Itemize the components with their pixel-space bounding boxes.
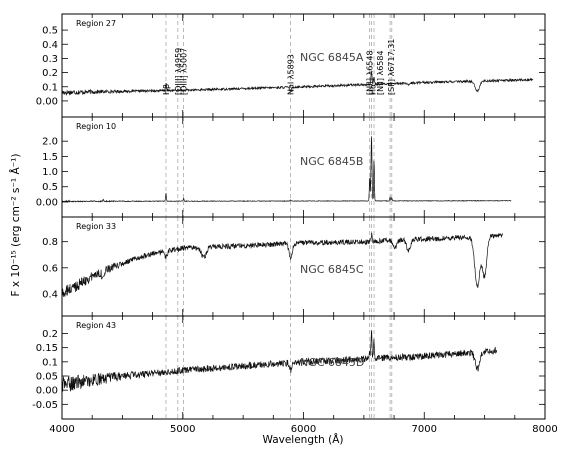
y-tick-label-0-5: 0.5	[42, 26, 58, 37]
y-tick-label-0-4: 0.4	[42, 40, 58, 51]
line-label-3: NaI λ5893	[287, 54, 296, 95]
region-label-3: Region 33	[76, 222, 116, 231]
y-tick-label-1-3: 1.5	[42, 152, 58, 163]
panel-frame-1	[61, 13, 546, 118]
x-tick-label-1: 5000	[170, 424, 195, 435]
y-tick-label-1-4: 2.0	[42, 137, 58, 148]
line-label-7: [SII] λ6717,31	[387, 39, 396, 95]
line-label-6: [NII] λ6584	[376, 50, 385, 95]
x-axis-label: Wavelength (Å)	[262, 433, 343, 446]
y-tick-label-1-1: 0.5	[42, 182, 58, 193]
y-tick-label-3-0: -0.05	[32, 400, 58, 411]
y-tick-label-2-2: 0.8	[42, 237, 58, 248]
y-tick-label-0-3: 0.3	[42, 54, 58, 65]
object-label-4: NGC 6845D	[300, 356, 364, 369]
panels-group: 0.00 0.1 0.2 0.3 0.4 0.5 Region 27 NGC 6845A 0.0…	[32, 13, 558, 435]
x-tick-label-3: 7000	[412, 424, 437, 435]
spectrum-trace-2	[61, 136, 512, 203]
object-label-1: NGC 6845A	[300, 51, 364, 64]
line-label-5: Hα	[369, 84, 378, 95]
x-tick-label-0: 4000	[49, 424, 74, 435]
y-axis-label: F x 10⁻¹⁵ (erg cm⁻² s⁻¹ Å⁻¹)	[9, 154, 22, 297]
spectrum-trace-3	[61, 232, 503, 298]
region-label-4: Region 43	[76, 321, 116, 330]
region-label-2: Region 10	[76, 122, 116, 131]
x-tick-label-4: 8000	[532, 424, 557, 435]
y-tick-label-2-1: 0.6	[42, 263, 58, 274]
y-tick-label-2-0: 0.4	[42, 289, 58, 300]
y-tick-label-0-2: 0.2	[42, 68, 58, 79]
y-tick-label-1-2: 1.0	[42, 167, 58, 178]
line-label-4: [NII] λ6548	[366, 50, 375, 95]
y-tick-label-3-3: 0.1	[42, 357, 58, 368]
region-label-1: Region 27	[76, 19, 116, 28]
line-label-1: [OIII] λ4959	[174, 48, 183, 95]
y-tick-label-1-0: 0.00	[36, 197, 58, 208]
spectrum-trace-1	[61, 71, 534, 96]
object-label-2: NGC 6845B	[300, 155, 363, 168]
y-tick-label-0-1: 0.1	[42, 82, 58, 93]
x-tick-label-2: 6000	[291, 424, 316, 435]
y-tick-label-3-1: 0.00	[36, 386, 58, 397]
y-tick-label-3-2: 0.05	[36, 372, 58, 383]
line-label-0: Hβ	[162, 84, 171, 95]
y-tick-label-3-5: 0.2	[42, 329, 58, 340]
y-tick-label-0-0: 0.00	[36, 96, 58, 107]
line-label-2: [OIII] λ5007	[180, 48, 189, 95]
object-label-3: NGC 6845C	[300, 263, 364, 276]
spectrum-trace-4	[61, 330, 498, 392]
y-tick-label-3-4: 0.15	[36, 343, 58, 354]
